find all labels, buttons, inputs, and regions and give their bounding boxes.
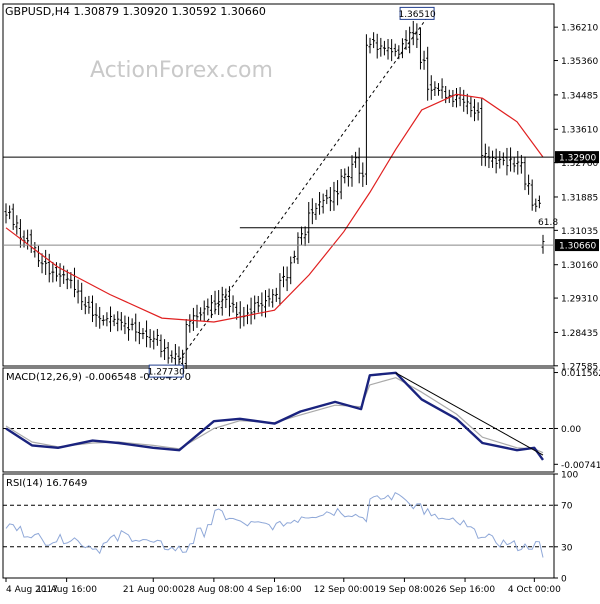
price-header: GBPUSD,H4 1.30879 1.30920 1.30592 1.3066… <box>5 5 266 18</box>
x-tick-label: 4 Sep 16:00 <box>247 585 302 595</box>
low-label-box <box>148 364 184 378</box>
x-tick-label: 11 Aug 16:00 <box>36 585 97 595</box>
fib-label: 61.8 <box>538 218 558 228</box>
price-y-tick-label: 1.32760 <box>561 159 598 169</box>
price-y-tick-label: 1.28435 <box>561 329 598 339</box>
current-price-label-box <box>555 239 599 252</box>
x-tick-label: 4 Aug 2017 <box>6 585 58 595</box>
macd-header: MACD(12,26,9) -0.006548 -0.004970 <box>6 372 191 383</box>
price-y-tick-label: 1.35360 <box>561 57 598 67</box>
price-y-tick-label: 1.27585 <box>561 362 598 372</box>
x-tick-label: 12 Sep 00:00 <box>314 585 374 595</box>
watermark: ActionForex.com <box>90 58 273 83</box>
price-panel-frame <box>2 3 555 367</box>
macd-trend-line <box>395 372 544 456</box>
resistance-price-label: 1.32900 <box>559 154 596 164</box>
price-y-tick-label: 1.31885 <box>561 193 598 203</box>
price-y-tick-label: 1.33610 <box>561 126 598 136</box>
low-label: 1.27730 <box>148 368 185 378</box>
price-bars <box>4 20 545 372</box>
x-tick-label: 19 Sep 08:00 <box>374 585 434 595</box>
x-tick-label: 26 Sep 16:00 <box>435 585 495 595</box>
macd-signal-line <box>5 377 544 454</box>
rsi-header: RSI(14) 16.7649 <box>6 478 87 489</box>
macd-y-tick-label: 0.011562 <box>561 369 600 379</box>
rsi-y-tick-label: 70 <box>561 502 573 512</box>
rsi-panel-frame <box>2 473 555 579</box>
macd-y-tick-label: -0.00741 <box>561 461 600 471</box>
moving-average-line <box>5 93 544 323</box>
price-y-tick-label: 1.34485 <box>561 91 598 101</box>
rsi-y-tick-label: 30 <box>561 543 573 553</box>
rsi-line <box>5 492 544 558</box>
rsi-y-tick-label: 100 <box>561 471 578 481</box>
x-tick-label: 28 Aug 08:00 <box>184 585 245 595</box>
price-y-tick-label: 1.31035 <box>561 227 598 237</box>
macd-line <box>5 371 544 461</box>
price-y-tick-label: 1.29310 <box>561 295 598 305</box>
rsi-y-tick-label: 0 <box>561 575 567 585</box>
high-label-box <box>399 6 435 20</box>
macd-y-tick-label: 0.00 <box>561 425 581 435</box>
high-label: 1.36510 <box>398 10 435 20</box>
macd-panel-frame <box>2 367 555 473</box>
trend-line-dashed <box>178 9 434 361</box>
x-tick-label: 21 Aug 00:00 <box>123 585 184 595</box>
price-y-tick-label: 1.36210 <box>561 24 598 34</box>
resistance-price-label-box <box>555 151 599 164</box>
price-y-tick-label: 1.30160 <box>561 261 598 271</box>
current-price-label: 1.30660 <box>559 242 596 252</box>
x-tick-label: 4 Oct 00:00 <box>508 585 561 595</box>
